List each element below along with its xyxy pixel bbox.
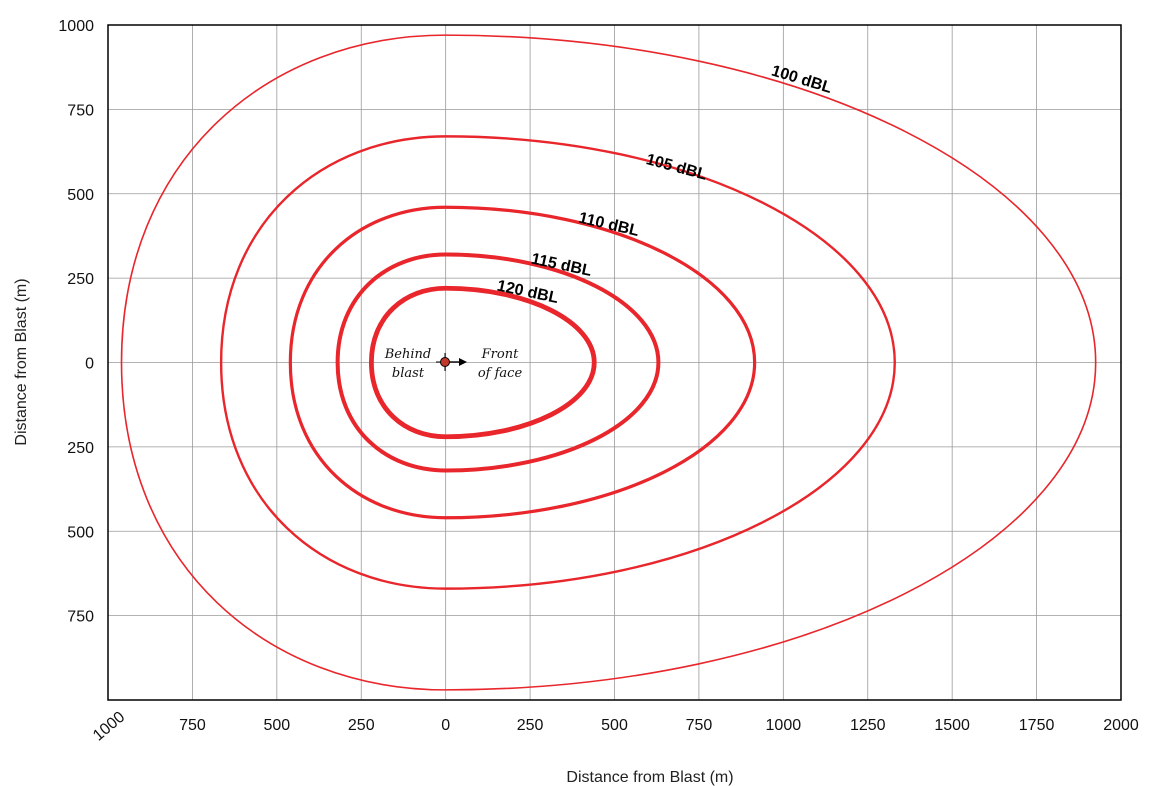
x-tick-label: 0 <box>441 717 450 734</box>
x-tick-label: 750 <box>686 717 713 734</box>
behind-blast-note-line2: blast <box>392 366 425 381</box>
blast-origin-icon <box>440 357 450 367</box>
contour-line <box>368 285 597 440</box>
x-tick-label: 1000 <box>766 717 802 734</box>
behind-blast-note-line1: Behind <box>384 347 431 362</box>
x-tick-label: 1500 <box>934 717 970 734</box>
contour-lines <box>120 34 1097 691</box>
contour-line <box>335 252 661 473</box>
contour-label: 100 dBL <box>769 63 834 98</box>
grid-lines <box>108 25 1121 700</box>
y-tick-label: 250 <box>67 271 94 288</box>
origin-marker <box>436 353 467 371</box>
x-tick-label: 500 <box>263 717 290 734</box>
x-tick-label: 500 <box>601 717 628 734</box>
front-of-face-note-line1: Front <box>481 347 519 362</box>
x-tick-label: 1750 <box>1019 717 1055 734</box>
y-tick-label: 0 <box>85 356 94 373</box>
contour-line <box>288 205 757 520</box>
contour-line <box>120 34 1097 691</box>
x-tick-label: 1000 <box>90 709 128 745</box>
plot-frame <box>107 24 1122 701</box>
y-tick-label: 750 <box>67 609 94 626</box>
x-tick-label: 1250 <box>850 717 886 734</box>
x-tick-label: 250 <box>517 717 544 734</box>
x-tick-label: 750 <box>179 717 206 734</box>
y-tick-label: 500 <box>67 524 94 541</box>
y-axis-title: Distance from Blast (m) <box>13 278 30 445</box>
y-tick-labels: 1000 750 500 250 0 250 500 750 <box>58 18 94 626</box>
contour-line <box>219 135 896 590</box>
y-tick-label: 750 <box>67 102 94 119</box>
y-tick-label: 1000 <box>58 18 94 35</box>
contour-label: 115 dBL <box>530 251 594 280</box>
front-of-face-note-line2: of face <box>478 366 523 381</box>
contour-label: 110 dBL <box>577 210 641 240</box>
y-tick-label: 250 <box>67 440 94 457</box>
x-tick-label: 2000 <box>1103 717 1139 734</box>
x-tick-label: 250 <box>348 717 375 734</box>
x-axis-title: Distance from Blast (m) <box>566 769 733 786</box>
y-tick-label: 500 <box>67 187 94 204</box>
arrow-head-icon <box>459 358 467 366</box>
x-tick-labels: 1000 750 500 250 0 250 500 750 1000 1250 1500 1750 2… <box>90 709 1139 745</box>
